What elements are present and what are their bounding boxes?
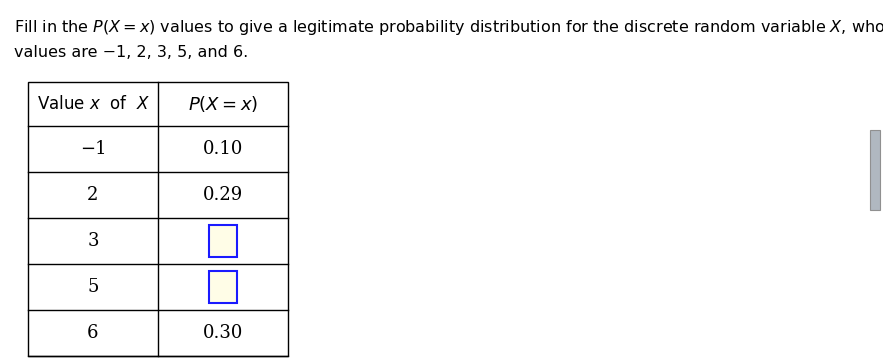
Bar [209,271,237,303]
Text: values are −1, 2, 3, 5, and 6.: values are −1, 2, 3, 5, and 6. [14,45,248,60]
Text: −1: −1 [79,140,106,158]
Text: Fill in the $P(X{=}x)$ values to give a legitimate probability distribution for : Fill in the $P(X{=}x)$ values to give a … [14,18,883,37]
Text: Value $x$  of  $X$: Value $x$ of $X$ [36,95,149,113]
Text: 0.10: 0.10 [203,140,243,158]
Text: 6: 6 [87,324,99,342]
Bar [28,82,288,356]
Text: 3: 3 [87,232,99,250]
Text: 5: 5 [87,278,99,296]
Bar [209,225,237,257]
Text: 0.30: 0.30 [203,324,243,342]
Bar [870,130,880,210]
Text: 0.29: 0.29 [203,186,243,204]
Text: 2: 2 [87,186,99,204]
Text: $P(X = x)$: $P(X = x)$ [188,94,258,114]
